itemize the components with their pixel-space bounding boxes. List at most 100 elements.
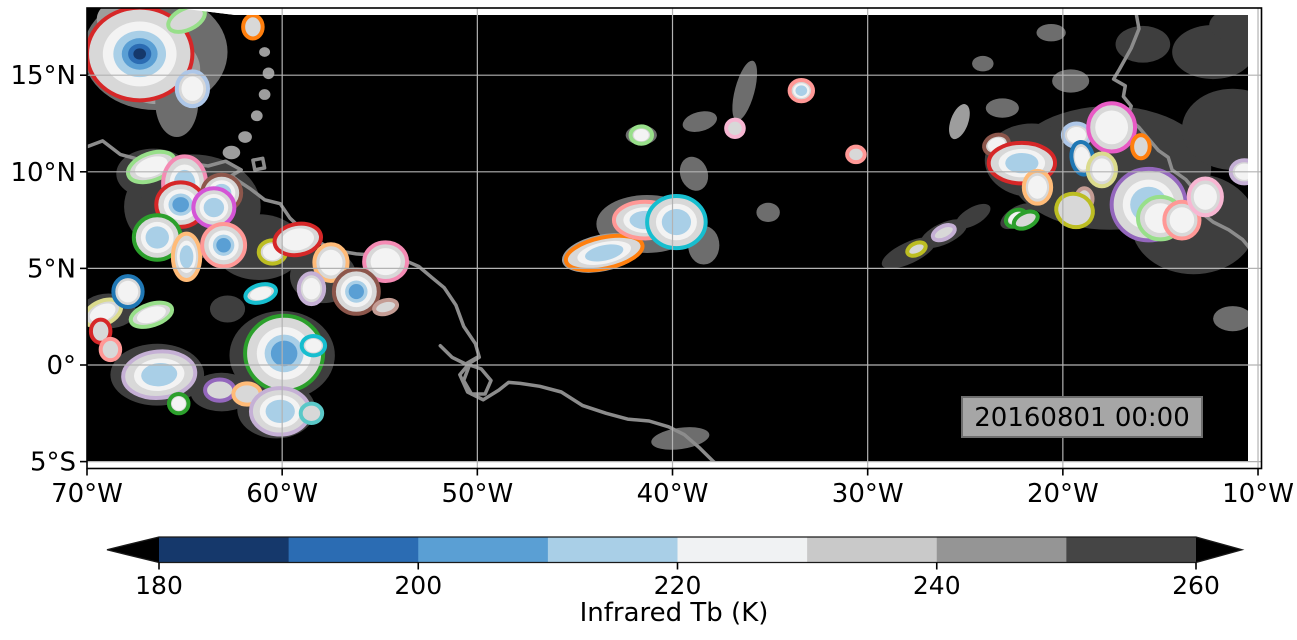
cluster-outline: [1054, 191, 1095, 230]
tracked-cluster: [905, 240, 928, 258]
timestamp-label: 20160801 00:00: [974, 403, 1190, 433]
no-data-strip: [1248, 8, 1262, 469]
tracked-cluster: [203, 377, 237, 403]
tracked-cluster: [241, 13, 265, 41]
cluster-outline: [241, 13, 265, 41]
cloud-shield: [1115, 25, 1171, 63]
cluster-core: [216, 237, 231, 253]
cluster-core: [141, 363, 178, 387]
map-panel: [87, 8, 1262, 469]
tracked-cluster: [128, 300, 175, 329]
cluster-cold-area: [181, 76, 204, 101]
cluster-cold-area: [136, 306, 166, 324]
tracked-cluster: [98, 336, 123, 363]
tracked-cluster: [1130, 133, 1152, 161]
cloud-shield: [238, 131, 252, 143]
tracked-cluster: [787, 78, 816, 104]
tracked-cluster: [170, 231, 203, 282]
cloud-shield: [262, 67, 275, 80]
cluster-core: [172, 197, 189, 213]
axes-spine: [86, 7, 1263, 470]
cluster-core: [203, 197, 225, 218]
cluster-outline: [1011, 209, 1040, 231]
no-data-strip: [178, 8, 1262, 15]
cluster-outline: [930, 223, 957, 243]
colorbar-segment: [677, 537, 808, 563]
cloud-shield: [949, 104, 970, 140]
tracked-cluster: [930, 223, 957, 243]
tracked-cluster: [845, 144, 867, 165]
colorbar-segment: [1066, 537, 1197, 563]
cluster-cold-area: [117, 280, 139, 303]
tracked-cluster: [121, 349, 198, 400]
cluster-core: [585, 244, 624, 262]
cluster-outline: [845, 144, 867, 165]
tracked-cluster: [298, 401, 325, 425]
colorbar-tick-label: 200: [394, 571, 442, 600]
tracked-cluster: [174, 69, 211, 109]
colorbar-segment: [159, 537, 290, 563]
tracked-cluster: [331, 267, 381, 316]
x-tick-label: 10°W: [1222, 479, 1294, 509]
tracked-cluster: [645, 193, 708, 251]
cluster-cold-area: [1066, 126, 1087, 144]
y-tick-label: 0°: [46, 351, 76, 381]
tracked-cluster: [724, 117, 746, 140]
colorbar-under-arrow: [107, 537, 159, 563]
coastline: [251, 156, 267, 172]
axis-ticks: 70°W 60°W 50°W 40°W 30°W 20°W 10°W 15°N 10°N 5°N 0…: [10, 61, 1293, 509]
cloud-shield: [209, 295, 246, 323]
no-data-strip: [87, 461, 1262, 469]
map-content: [87, 8, 1248, 462]
colorbar-segment: [288, 537, 419, 563]
colorbar-tick-label: 180: [135, 571, 183, 600]
cluster-outline: [1130, 133, 1152, 161]
x-tick-label: 20°W: [1027, 479, 1099, 509]
x-tick-label: 60°W: [246, 479, 318, 509]
cluster-cold-area: [1092, 158, 1112, 182]
cloud-shield: [756, 202, 780, 223]
cluster-core: [661, 208, 692, 236]
y-tick-label: 5°N: [27, 254, 76, 284]
y-tick-label: 10°N: [10, 158, 76, 188]
cloud-shield: [258, 89, 271, 100]
cluster-cold-area: [250, 286, 272, 301]
tracked-cluster: [1054, 191, 1095, 230]
colorbar-tick-label: 220: [654, 571, 702, 600]
cluster-core: [348, 284, 364, 300]
tracked-cluster: [111, 274, 145, 310]
cluster-core: [265, 399, 295, 423]
colorbar-segment: [936, 537, 1067, 563]
tracked-cluster: [243, 282, 278, 305]
coastline: [87, 139, 717, 462]
cluster-cold-area: [633, 129, 649, 142]
tracked-cluster: [1011, 209, 1040, 231]
x-tick-label: 30°W: [832, 479, 904, 509]
colorbar-over-arrow: [1196, 537, 1242, 563]
tracked-cluster: [296, 271, 327, 307]
cluster-cold-area: [171, 396, 186, 411]
colorbar-segment: [418, 537, 549, 563]
cloud-shield: [1052, 69, 1090, 93]
cluster-core: [133, 48, 147, 60]
cluster-core: [1005, 152, 1039, 174]
cloud-shield: [1181, 88, 1248, 170]
colorbar-segment: [807, 537, 938, 563]
cluster-outline: [203, 377, 237, 403]
colorbar-segment: [547, 537, 678, 563]
cloud-shield: [679, 156, 709, 191]
cloud-shield: [1209, 8, 1248, 43]
tracked-cluster: [191, 186, 237, 229]
cluster-outline: [98, 336, 123, 363]
cluster-cold-area: [319, 249, 343, 276]
cloud-shield: [955, 203, 991, 229]
colorbar-label: Infrared Tb (K): [580, 598, 769, 628]
tracked-cluster: [200, 221, 248, 269]
cluster-outline: [372, 297, 400, 317]
coastline: [461, 363, 493, 396]
x-tick-label: 40°W: [637, 479, 709, 509]
coastline: [438, 343, 480, 366]
tracked-cluster: [1162, 199, 1202, 241]
cluster-cold-area: [1193, 184, 1217, 210]
